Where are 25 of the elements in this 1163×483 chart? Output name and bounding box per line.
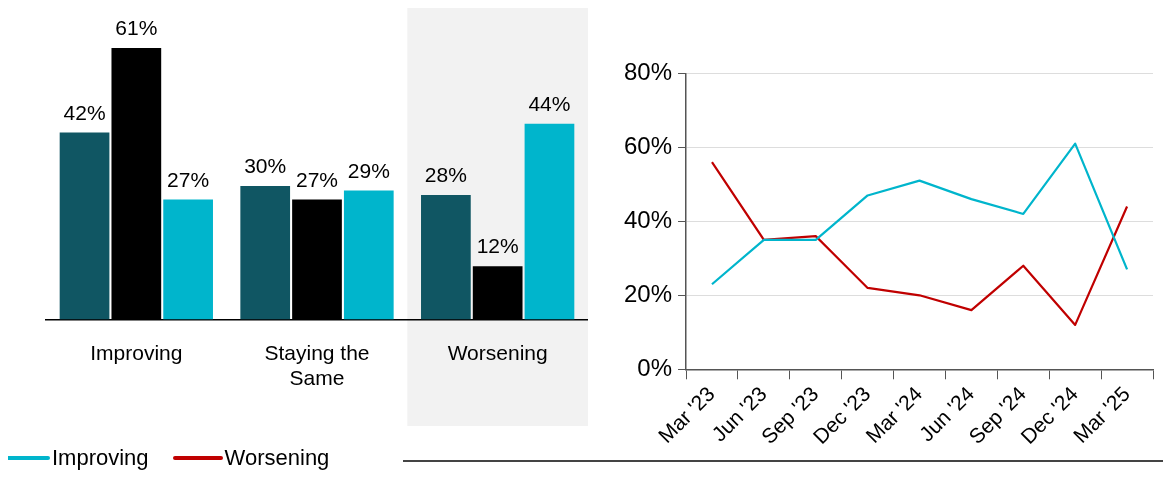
data-label: 27%: [295, 167, 339, 191]
data-label: 12%: [476, 234, 519, 258]
bar: [421, 194, 471, 320]
x-tick-label: Improving: [90, 341, 183, 364]
data-label: 61%: [115, 16, 158, 40]
y-tick-label: 20%: [623, 279, 673, 307]
data-label: 27%: [167, 167, 210, 191]
data-label: 28%: [424, 163, 467, 187]
bar: [240, 186, 291, 320]
bar: [524, 123, 575, 320]
x-tick-label: Worsening: [447, 341, 548, 364]
data-label: 42%: [63, 100, 106, 124]
y-tick-label: 40%: [623, 205, 673, 233]
y-tick-label: 0%: [637, 353, 673, 381]
bar: [343, 190, 394, 320]
bar: [59, 132, 110, 320]
data-label: 29%: [347, 158, 390, 182]
data-label: 30%: [244, 154, 287, 178]
legend-label: Improving: [52, 444, 149, 472]
legend-label: Worsening: [224, 444, 330, 472]
y-tick-label: 60%: [623, 132, 673, 159]
x-tick-label: Staying the Same: [264, 341, 370, 390]
data-label: 44%: [528, 91, 571, 115]
y-tick-label: 80%: [623, 58, 673, 86]
bar: [163, 199, 213, 320]
